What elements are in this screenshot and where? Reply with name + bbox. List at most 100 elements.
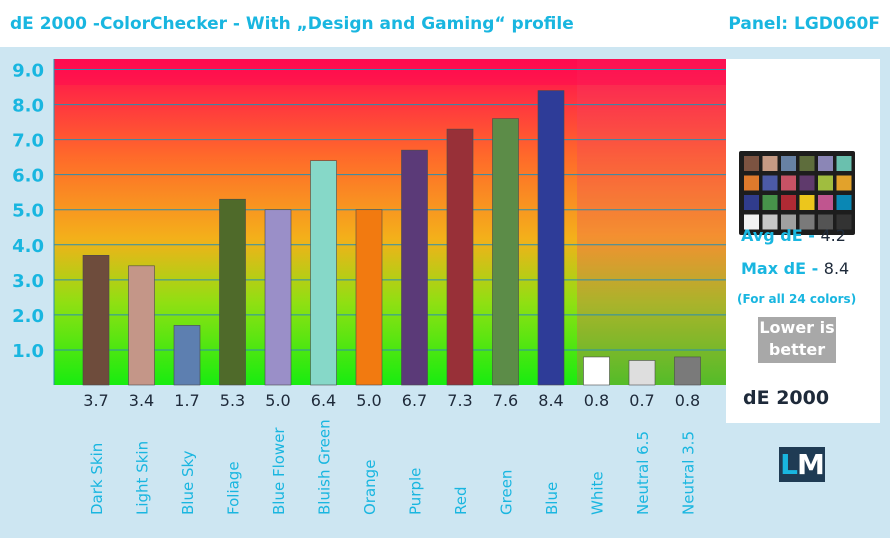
category-label: Blue: [543, 482, 561, 515]
avg-de-stat: Avg dE - 4.2: [741, 226, 846, 245]
checker-swatch: [762, 214, 778, 230]
bars: [82, 90, 701, 386]
category-label: Bluish Green: [316, 419, 334, 515]
value-label: 1.7: [174, 391, 199, 410]
category-label: Purple: [407, 468, 425, 515]
value-label: 6.7: [402, 391, 427, 410]
lower-line-1: Lower is: [759, 318, 835, 337]
chart-title: dE 2000 -ColorChecker - With „Design and…: [10, 14, 574, 34]
category-label: Blue Flower: [270, 427, 288, 515]
bar: [537, 90, 565, 386]
bar: [82, 255, 110, 386]
checker-swatch: [744, 175, 759, 191]
bar: [674, 356, 701, 386]
bar: [173, 325, 201, 386]
category-labels: Dark Skin Light Skin Blue Sky Foliage Blue F…: [88, 419, 698, 515]
checker-swatch: [799, 195, 815, 210]
category-label: Foliage: [225, 461, 243, 515]
header: dE 2000 -ColorChecker - With „Design and…: [0, 0, 890, 47]
laptopmedia-logo: LM: [779, 447, 825, 482]
top-band: [54, 59, 726, 85]
plot-background: [54, 59, 726, 385]
category-label: Blue Sky: [179, 450, 197, 515]
value-label: 8.4: [538, 391, 563, 410]
y-tick-labels: 1.0 2.0 3.0 4.0 5.0 6.0 7.0 8.0 9.0: [12, 61, 44, 362]
y-tick-label: 8.0: [12, 96, 44, 117]
bar: [264, 209, 292, 386]
bar: [583, 356, 610, 386]
logo-letter-m: M: [796, 448, 825, 481]
checker-swatch: [836, 214, 852, 230]
y-tick-label: 7.0: [12, 131, 44, 152]
checker-swatch: [744, 195, 759, 210]
value-label: 0.8: [675, 391, 700, 410]
neutral-region: [577, 59, 726, 385]
value-label: 0.8: [584, 391, 609, 410]
colors-note: (For all 24 colors): [737, 292, 857, 306]
metric-label: dE 2000: [743, 387, 830, 409]
checker-swatch: [818, 195, 833, 210]
category-label: Neutral 3.5: [680, 431, 698, 515]
max-de-value: 8.4: [823, 259, 850, 278]
value-label: 3.7: [83, 391, 108, 410]
lower-line-2: better: [768, 340, 826, 359]
checker-swatch: [818, 156, 833, 171]
checker-swatch: [836, 156, 852, 171]
value-label: 5.3: [220, 391, 245, 410]
logo-letter-l: L: [780, 448, 798, 481]
category-label: Light Skin: [134, 441, 152, 515]
checker-swatch: [762, 195, 778, 210]
bar: [401, 149, 428, 386]
value-label: 7.6: [493, 391, 518, 410]
category-label: Neutral 6.5: [634, 431, 652, 515]
checker-swatch: [799, 156, 815, 171]
bar: [628, 360, 656, 386]
value-label: 0.7: [629, 391, 654, 410]
bar: [446, 128, 474, 386]
value-label: 7.3: [447, 391, 472, 410]
y-tick-label: 5.0: [12, 201, 44, 222]
value-label: 5.0: [265, 391, 290, 410]
checker-swatch: [799, 214, 815, 230]
checker-swatch: [799, 175, 815, 191]
avg-de-label: Avg dE -: [741, 226, 821, 245]
checker-swatch: [836, 195, 852, 210]
checker-swatch: [762, 156, 778, 171]
value-label: 5.0: [356, 391, 381, 410]
colorchecker-swatches: [744, 156, 852, 230]
category-label: Green: [498, 470, 516, 515]
checker-swatch: [836, 175, 852, 191]
checker-swatch: [762, 175, 778, 191]
grid: [53, 59, 726, 385]
value-labels: 3.7 3.4 1.7 5.3 5.0 6.4 5.0 6.7 7.3 7.6 8.4 0.8 0.7 0…: [83, 391, 700, 410]
value-label: 3.4: [129, 391, 154, 410]
max-de-label: Max dE -: [741, 259, 824, 278]
checker-swatch: [818, 214, 833, 230]
y-tick-label: 6.0: [12, 166, 44, 187]
bar: [219, 198, 246, 386]
category-label: Orange: [361, 460, 379, 515]
y-tick-label: 2.0: [12, 306, 44, 327]
y-tick-label: 3.0: [12, 271, 44, 292]
colorchecker-image: [739, 151, 855, 235]
checker-swatch: [781, 214, 796, 230]
bar: [310, 160, 337, 386]
avg-de-value: 4.2: [820, 226, 846, 245]
chart-frame: 1.0 2.0 3.0 4.0 5.0 6.0 7.0 8.0 9.0 3.7 3.4 1.7 5.3…: [0, 47, 890, 538]
bar: [492, 118, 519, 386]
checker-swatch: [744, 214, 759, 230]
category-label: Red: [452, 487, 470, 516]
panel-label: Panel: LGD060F: [728, 14, 880, 34]
bar: [128, 265, 155, 386]
checker-swatch: [781, 175, 796, 191]
checker-swatch: [781, 195, 796, 210]
lower-is-better-badge: Lower is better: [758, 317, 836, 363]
category-label: Dark Skin: [88, 443, 106, 515]
category-label: White: [589, 471, 607, 515]
y-tick-label: 9.0: [12, 61, 44, 82]
checker-swatch: [744, 156, 759, 171]
max-de-stat: Max dE - 8.4: [741, 259, 849, 278]
value-label: 6.4: [311, 391, 336, 410]
y-tick-label: 1.0: [12, 341, 44, 362]
bar: [355, 209, 383, 386]
